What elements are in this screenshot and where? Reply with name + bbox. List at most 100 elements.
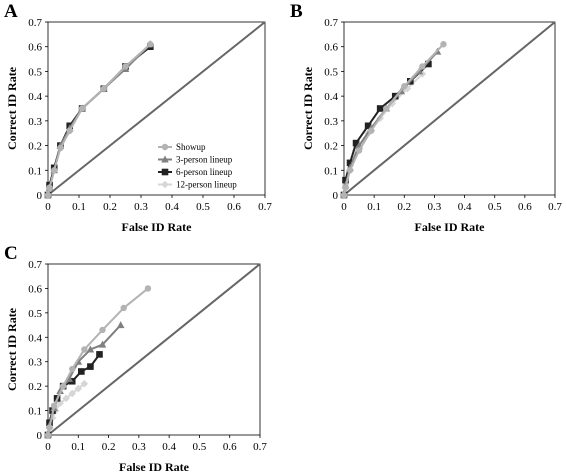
chart-panel-b: B 0 0.1 0.2 0.3 0.4 0.5 0.6 0.7 0 0.1 0.2 0.3 0.4 0.5 0… bbox=[290, 1, 562, 234]
series-showup bbox=[44, 285, 152, 439]
legend-label: 12-person lineup bbox=[176, 180, 237, 190]
data-point bbox=[87, 363, 94, 370]
data-point bbox=[346, 167, 354, 174]
data-point bbox=[116, 321, 125, 329]
series-line bbox=[47, 43, 151, 196]
legend-item-3-person-lineup: 3-person lineup bbox=[158, 155, 233, 165]
data-point bbox=[51, 167, 58, 174]
data-point bbox=[100, 85, 108, 92]
x-tick-label: 0.2 bbox=[102, 441, 116, 453]
series-line bbox=[47, 43, 152, 196]
x-tick-label: 0.6 bbox=[227, 201, 241, 213]
x-tick-label: 0.6 bbox=[223, 441, 237, 453]
x-tick-label: 0.7 bbox=[258, 201, 272, 213]
data-point bbox=[99, 326, 106, 334]
series-12-person-lineup bbox=[340, 70, 427, 199]
legend-marker bbox=[161, 155, 169, 163]
data-point bbox=[340, 191, 348, 199]
legend-item-12-person-lineup: 12-person lineup bbox=[158, 180, 237, 190]
series-line bbox=[47, 45, 151, 196]
panel-letter: C bbox=[4, 243, 18, 264]
x-tick-label: 0.3 bbox=[134, 201, 148, 213]
data-point bbox=[74, 384, 83, 393]
series-6-person-lineup bbox=[340, 60, 432, 199]
data-point bbox=[425, 60, 432, 68]
data-point bbox=[46, 424, 53, 431]
series-line bbox=[343, 63, 430, 196]
y-tick-label: 0.2 bbox=[28, 381, 42, 393]
series-6-person-lineup bbox=[44, 43, 154, 199]
x-tick-label: 0.5 bbox=[488, 201, 502, 213]
y-tick-label: 0.4 bbox=[324, 91, 338, 103]
data-point bbox=[122, 63, 129, 70]
x-tick-label: 0.3 bbox=[132, 441, 146, 453]
series-3-person-lineup bbox=[44, 321, 125, 438]
y-tick-label: 0.4 bbox=[28, 332, 42, 344]
data-point bbox=[147, 41, 154, 48]
y-tick-label: 0.7 bbox=[28, 259, 42, 271]
chart-panel-c: C 0 0.1 0.2 0.3 0.4 0.5 0.6 0.7 0 0.1 0.2 0.3 0.4 0.5 0… bbox=[4, 243, 267, 472]
data-point bbox=[59, 382, 67, 390]
legend-label: 6-person lineup bbox=[176, 167, 233, 177]
x-tick-label: 0.1 bbox=[367, 201, 381, 213]
series-3-person-lineup bbox=[340, 47, 442, 198]
x-axis-title: False ID Rate bbox=[122, 220, 193, 234]
y-tick-label: 0.1 bbox=[324, 165, 338, 177]
series-showup bbox=[340, 41, 447, 199]
data-point bbox=[96, 351, 103, 358]
x-axis-title: False ID Rate bbox=[119, 460, 190, 472]
data-point bbox=[44, 191, 52, 199]
data-point bbox=[440, 41, 447, 48]
series-3-person-lineup bbox=[44, 40, 155, 198]
y-tick-label: 0.6 bbox=[28, 283, 42, 295]
data-point bbox=[80, 379, 89, 388]
y-tick-label: 0.4 bbox=[28, 91, 42, 103]
plot-frame bbox=[343, 21, 556, 196]
y-tick-label: 0.3 bbox=[28, 116, 42, 128]
y-tick-label: 0.7 bbox=[324, 17, 338, 29]
x-tick-label: 0.7 bbox=[253, 441, 267, 453]
data-point bbox=[57, 144, 64, 152]
y-tick-label: 0.7 bbox=[28, 17, 42, 29]
diagonal-line bbox=[343, 21, 556, 196]
data-point bbox=[364, 122, 372, 130]
x-tick-label: 0.2 bbox=[103, 201, 117, 213]
y-axis-title: Correct ID Rate bbox=[301, 66, 315, 150]
data-point bbox=[144, 285, 152, 292]
x-tick-label: 0.5 bbox=[196, 201, 210, 213]
diagonal-line bbox=[47, 263, 261, 436]
legend-marker bbox=[161, 168, 169, 176]
data-point bbox=[401, 83, 408, 90]
data-point bbox=[342, 184, 349, 191]
y-tick-label: 0.2 bbox=[324, 141, 338, 153]
x-tick-label: 0.4 bbox=[458, 201, 472, 213]
y-axis-title: Correct ID Rate bbox=[5, 66, 19, 150]
data-point bbox=[352, 139, 360, 147]
data-point bbox=[98, 340, 107, 348]
legend: Showup 3-person lineup 6-person lineup 12-p… bbox=[158, 142, 237, 190]
y-tick-label: 0.5 bbox=[324, 66, 338, 78]
data-point bbox=[78, 368, 85, 375]
diagonal-line bbox=[47, 21, 266, 196]
y-tick-label: 0.3 bbox=[324, 116, 338, 128]
x-tick-label: 0.1 bbox=[72, 201, 86, 213]
data-point bbox=[66, 127, 73, 134]
legend-marker bbox=[161, 143, 169, 151]
y-tick-label: 0.1 bbox=[28, 165, 42, 177]
x-tick-label: 0 bbox=[45, 201, 51, 213]
data-point bbox=[367, 127, 375, 134]
x-tick-label: 0 bbox=[45, 441, 51, 453]
chart-panel-a: A 0 0.1 0.2 0.3 0.4 0.5 0.6 0.7 0 0.1 0.2 0.3 0.4 0.5 0… bbox=[4, 1, 272, 234]
y-tick-label: 0.1 bbox=[28, 406, 42, 418]
data-point bbox=[50, 402, 58, 409]
series-12-person-lineup bbox=[44, 40, 155, 199]
series-line bbox=[343, 73, 424, 196]
data-point bbox=[355, 147, 363, 154]
y-tick-label: 0 bbox=[333, 190, 339, 202]
y-tick-label: 0.6 bbox=[28, 42, 42, 54]
legend-label: Showup bbox=[176, 142, 206, 152]
y-axis-title: Correct ID Rate bbox=[5, 307, 19, 391]
plot-frame bbox=[47, 21, 266, 196]
data-point bbox=[68, 389, 77, 398]
